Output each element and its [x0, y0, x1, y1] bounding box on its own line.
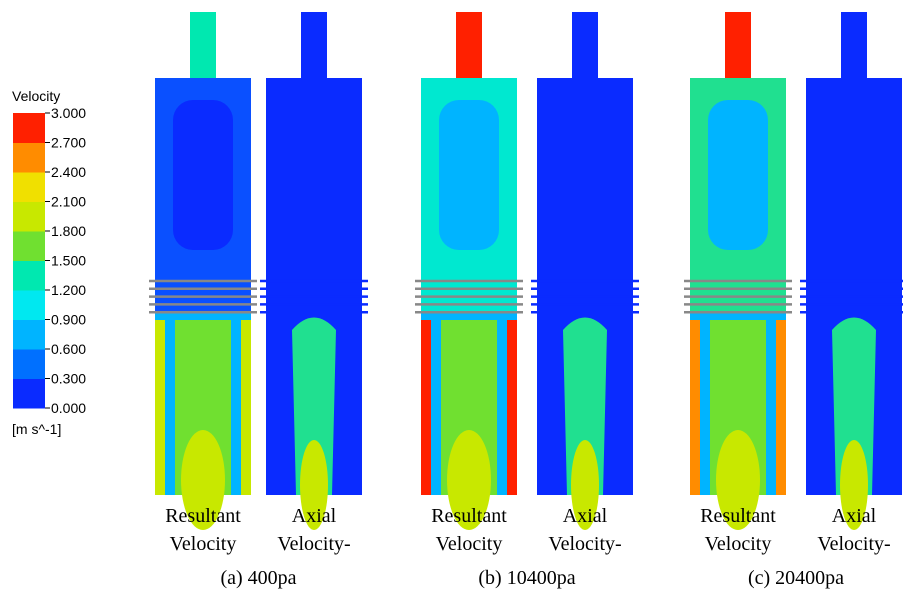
inlet [190, 12, 216, 78]
color-band [13, 113, 45, 143]
legend-tick-label: 2.100 [51, 194, 86, 210]
caption: (b) 10400pa [478, 567, 575, 589]
inlet [841, 12, 867, 78]
color-band [13, 201, 45, 232]
axial-jet [832, 317, 876, 495]
caption: (a) 400pa [220, 567, 296, 589]
lower-peak [716, 430, 760, 530]
axial-peak [840, 440, 868, 530]
legend-unit: [m s^-1] [12, 421, 61, 437]
panel-label: Resultant [165, 505, 241, 527]
panel-label: Velocity [170, 533, 237, 555]
inlet [572, 12, 598, 78]
color-band [13, 172, 45, 202]
panel-label: Velocity- [548, 533, 621, 555]
core [708, 100, 768, 250]
panel-label: Velocity [436, 533, 503, 555]
panel-label: Velocity- [817, 533, 890, 555]
color-band [13, 231, 45, 261]
legend-tick-label: 1.200 [51, 282, 86, 298]
wall-right [776, 320, 786, 495]
legend-tick-label: 2.700 [51, 135, 86, 151]
legend-tick-label: 0.300 [51, 371, 86, 387]
caption: (c) 20400pa [748, 567, 844, 589]
legend-tick-label: 0.900 [51, 312, 86, 328]
axial-peak [300, 440, 328, 530]
core [173, 100, 233, 250]
legend-tick-label: 1.800 [51, 223, 86, 239]
panel-label: Axial [563, 505, 608, 527]
inlet [725, 12, 751, 78]
axial-peak [571, 440, 599, 530]
lower-peak [447, 430, 491, 530]
axial-jet [563, 317, 607, 495]
color-band [13, 142, 45, 173]
legend-tick-label: 1.500 [51, 253, 86, 269]
color-band [13, 378, 45, 409]
legend-tick-label: 0.600 [51, 341, 86, 357]
wall-left [421, 320, 431, 495]
inlet [456, 12, 482, 78]
panel-label: Velocity [705, 533, 772, 555]
legend-tick-label: 2.400 [51, 164, 86, 180]
legend-tick-label: 0.000 [51, 400, 86, 416]
color-band [13, 290, 45, 320]
color-band [13, 260, 45, 291]
lower-peak [181, 430, 225, 530]
panel-label: Resultant [431, 505, 507, 527]
panel-label: Velocity- [277, 533, 350, 555]
wall-left [155, 320, 165, 495]
wall-left [690, 320, 700, 495]
panel-label: Axial [292, 505, 337, 527]
core [439, 100, 499, 250]
wall-right [241, 320, 251, 495]
legend-tick-label: 3.000 [51, 105, 86, 121]
inlet [301, 12, 327, 78]
axial-jet [292, 317, 336, 495]
wall-right [507, 320, 517, 495]
panel-label: Resultant [700, 505, 776, 527]
color-band [13, 319, 45, 350]
legend-title: Velocity [12, 88, 60, 104]
panel-label: Axial [832, 505, 877, 527]
color-band [13, 349, 45, 379]
